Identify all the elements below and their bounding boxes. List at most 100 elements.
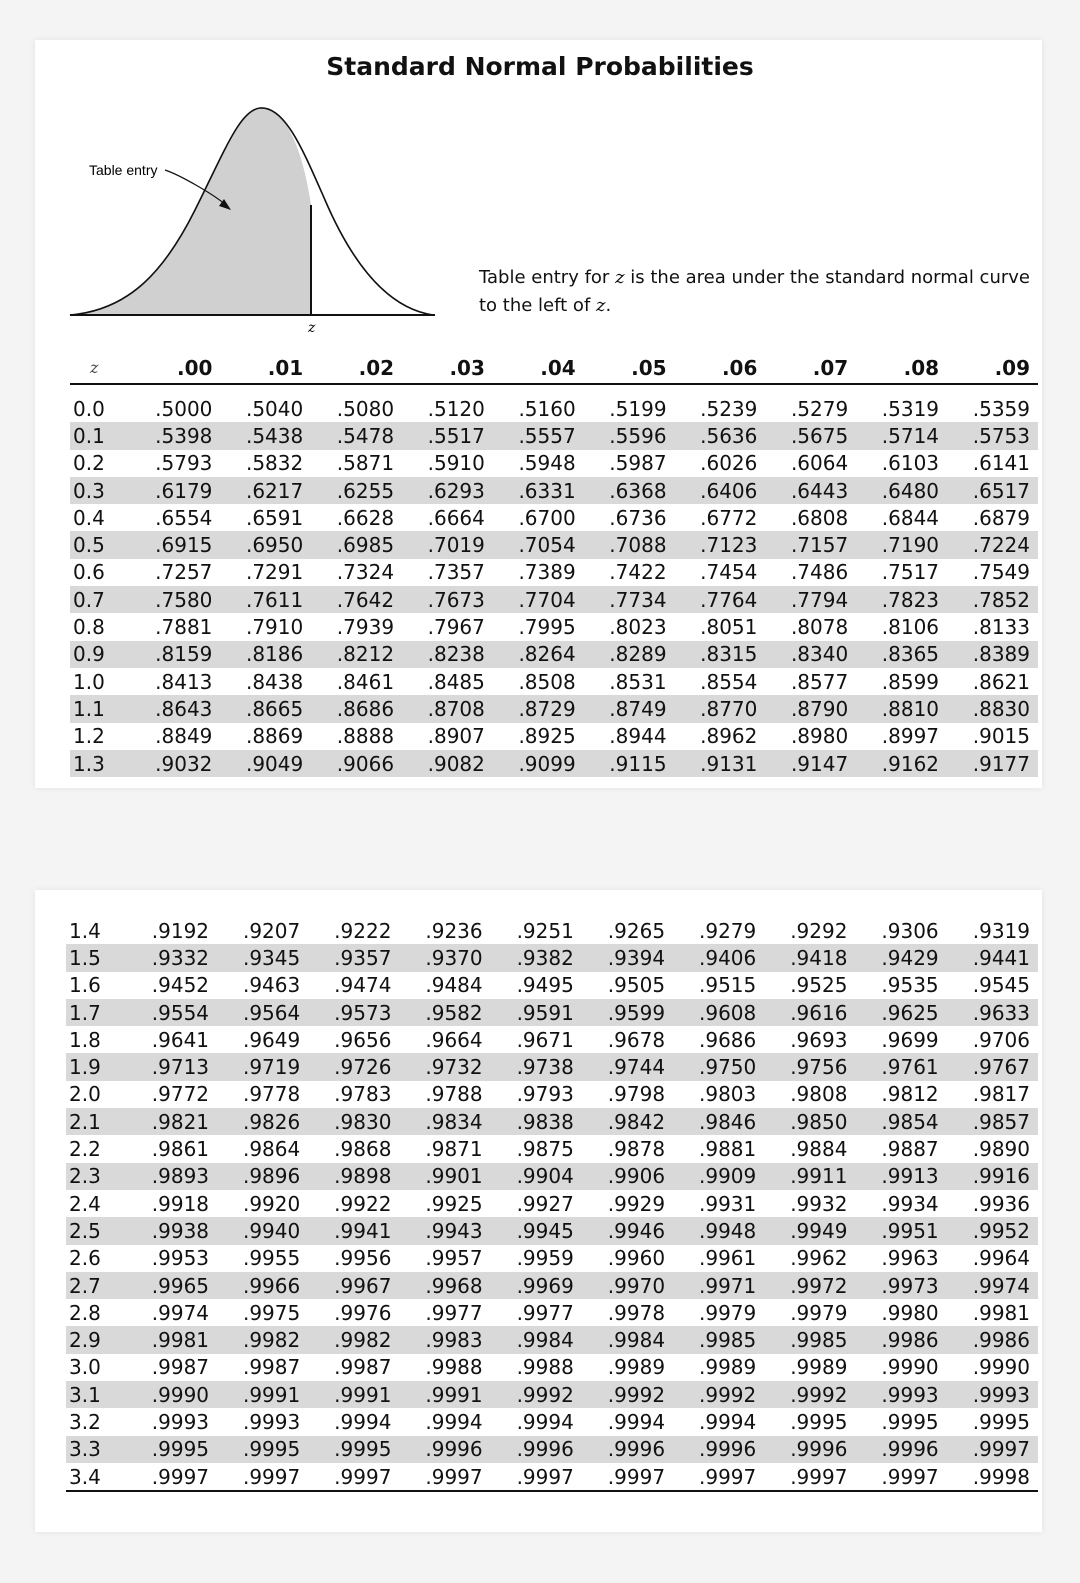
probability-cell: .9756 <box>764 1053 856 1081</box>
probability-cell: .9719 <box>217 1053 309 1081</box>
z-value-cell: 3.0 <box>69 1355 101 1380</box>
probability-cell: .5279 <box>790 396 849 421</box>
table-row: 1.9.9713.9719.9726.9732.9738.9744.9750.9… <box>66 1053 1038 1081</box>
probability-cell: .9251 <box>516 918 574 943</box>
probability-cell: .9994 <box>334 1409 392 1434</box>
table-row: 2.3.9893.9896.9898.9901.9904.9906.9909.9… <box>66 1162 1038 1190</box>
table-row: 3.4.9997.9997.9997.9997.9997.9997.9997.9… <box>66 1462 1038 1493</box>
probability-cell: .5199 <box>609 396 667 421</box>
probability-cell: .8980 <box>790 724 849 749</box>
probability-cell: .9732 <box>399 1053 491 1081</box>
probability-cell: .9990 <box>881 1355 939 1380</box>
probability-cell: .8599 <box>881 669 940 694</box>
z-value-cell: 0.1 <box>70 422 130 450</box>
table-row: 0.4 .6554 .6591 .6628 .6664 .6700 .6736 .6772 .6… <box>70 504 1038 531</box>
probability-cell: .9066 <box>311 749 403 778</box>
probability-cell: .9306 <box>881 918 939 943</box>
probability-cell: .9177 <box>947 749 1038 778</box>
probability-cell: .9989 <box>698 1355 757 1380</box>
table-row: 1.6 .9452 .9463 .9474 .9484 .9495 .9505 .9515 .9… <box>66 972 1038 999</box>
probability-cell: .9995 <box>217 1435 309 1463</box>
probability-cell: .9649 <box>242 1027 301 1052</box>
arrowhead-icon <box>219 199 231 210</box>
probability-cell: .9535 <box>881 973 939 998</box>
z-value-cell: 1.0 <box>73 669 105 694</box>
probability-cell: .8686 <box>311 695 403 723</box>
probability-cell: .6406 <box>674 476 766 505</box>
table-entry-label: Table entry <box>89 162 157 178</box>
probability-cell: .6844 <box>881 505 940 530</box>
probability-cell: .9997 <box>673 1462 765 1493</box>
probability-cell: .9988 <box>425 1355 483 1380</box>
probability-cell: .9994 <box>607 1409 666 1434</box>
probability-cell: .8888 <box>336 724 395 749</box>
probability-cell: .9925 <box>425 1191 483 1216</box>
table-row: 2.4 .9918 .9920 .9922 .9925 .9927 .9929 .9931 .9… <box>66 1190 1038 1217</box>
probability-cell: .9803 <box>698 1082 757 1107</box>
z-value-cell: 1.5 <box>66 944 126 972</box>
probability-table-part2: 1.4.9192.9207.9222.9236.9251.9265.9279.9… <box>66 917 1038 1493</box>
probability-cell: .8997 <box>881 724 940 749</box>
z-value-cell: 2.9 <box>66 1326 126 1354</box>
probability-cell: .9966 <box>217 1271 309 1300</box>
probability-cell: .9846 <box>673 1108 765 1136</box>
table-row: 1.8 .9641 .9649 .9656 .9664 .9671 .9678 .9686 .9… <box>66 1026 1038 1053</box>
probability-cell: .5438 <box>220 422 312 450</box>
probability-cell: .9980 <box>881 1300 939 1325</box>
column-header: .05 <box>583 352 675 385</box>
probability-cell: .9948 <box>673 1217 765 1245</box>
z-value-cell: 2.2 <box>69 1137 101 1162</box>
probability-cell: .8159 <box>129 640 221 668</box>
probability-cell: .9952 <box>946 1217 1038 1245</box>
probability-cell: .9922 <box>334 1191 392 1216</box>
probability-cell: .9971 <box>673 1271 765 1300</box>
probability-cell: .9793 <box>516 1082 574 1107</box>
probability-cell: .9994 <box>425 1409 483 1434</box>
z-value-cell: 0.4 <box>73 505 105 530</box>
table-row: 0.5.6915.6950.6985.7019.7054.7088.7123.7… <box>70 531 1038 559</box>
probability-cell: .6915 <box>129 531 221 559</box>
probability-cell: .9956 <box>334 1246 392 1271</box>
probability-cell: .6179 <box>129 476 221 505</box>
z-value-cell: 1.3 <box>70 749 130 778</box>
probability-cell: .8577 <box>790 669 849 694</box>
z-value-cell: 0.5 <box>70 531 130 559</box>
probability-cell: .9418 <box>764 944 856 972</box>
probability-cell: .9997 <box>217 1462 309 1493</box>
column-header: .01 <box>220 352 312 385</box>
table-row: 3.3.9995.9995.9995.9996.9996.9996.9996.9… <box>66 1435 1038 1463</box>
column-header: .02 <box>311 352 403 385</box>
probability-cell: .9778 <box>242 1082 301 1107</box>
table-header-row: z .00.01.02.03.04.05.06.07.08.09 <box>70 352 1038 385</box>
probability-cell: .9990 <box>972 1355 1030 1380</box>
probability-cell: .9991 <box>308 1381 400 1409</box>
probability-cell: .8849 <box>155 724 213 749</box>
probability-cell: .8461 <box>336 669 395 694</box>
probability-cell: .9975 <box>242 1300 301 1325</box>
probability-cell: .9115 <box>583 749 675 778</box>
probability-cell: .9920 <box>242 1191 301 1216</box>
probability-cell: .8749 <box>583 695 675 723</box>
probability-cell: .7995 <box>518 615 576 640</box>
probability-cell: .9953 <box>151 1246 210 1271</box>
table-row: 1.2 .8849 .8869 .8888 .8907 .8925 .8944 .8962 .8… <box>70 723 1038 750</box>
probability-cell: .9850 <box>764 1108 856 1136</box>
column-header: .03 <box>402 352 493 385</box>
probability-cell: .5675 <box>765 422 857 450</box>
probability-cell: .9927 <box>516 1191 574 1216</box>
probability-cell: .9992 <box>673 1381 765 1409</box>
probability-cell: .7673 <box>402 586 493 614</box>
probability-cell: .9994 <box>698 1409 757 1434</box>
table-row: 2.1.9821.9826.9830.9834.9838.9842.9846.9… <box>66 1108 1038 1136</box>
column-header: .06 <box>674 352 766 385</box>
probability-cell: .9474 <box>334 973 392 998</box>
probability-cell: .7794 <box>765 586 857 614</box>
normal-curve-figure: Table entry z <box>69 107 435 336</box>
probability-cell: .9931 <box>698 1191 757 1216</box>
probability-cell: .5160 <box>518 396 576 421</box>
table-card-top: Standard Normal Probabilities Table entr… <box>35 40 1042 788</box>
probability-cell: .7054 <box>492 531 584 559</box>
probability-cell: .6985 <box>311 531 403 559</box>
probability-cell: .7019 <box>402 531 493 559</box>
probability-cell: .9996 <box>764 1435 856 1463</box>
